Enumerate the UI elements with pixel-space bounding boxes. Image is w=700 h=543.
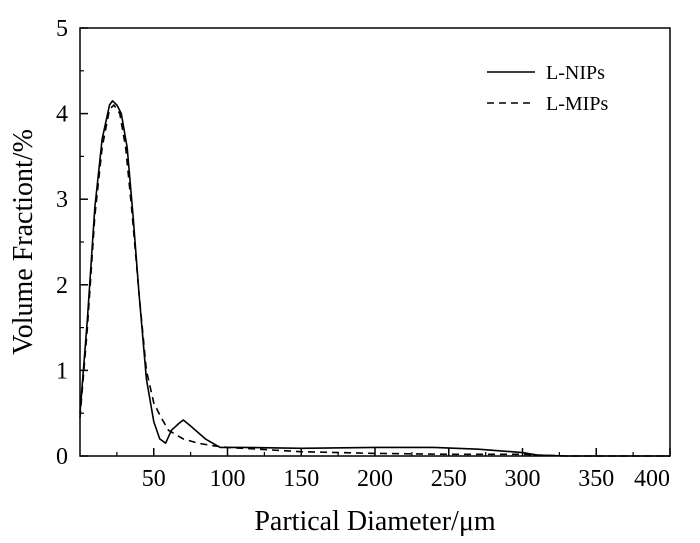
x-tick-label: 100	[210, 466, 246, 492]
x-tick-label: 250	[431, 466, 467, 492]
x-tick-label: 400	[634, 466, 670, 492]
x-axis-title: Partical Diameter/μm	[254, 506, 495, 537]
legend-label-l-mips: L-MIPs	[546, 93, 608, 115]
legend: L-NIPs L-MIPs	[487, 62, 608, 115]
y-tick-label: 1	[56, 358, 68, 384]
x-tick-labels: 50 100 150 200 250 300 350 400	[142, 466, 670, 492]
y-axis-title: Volume Fractiont/%	[8, 129, 39, 355]
x-tick-label: 300	[505, 466, 541, 492]
y-tick-label: 0	[56, 444, 68, 470]
y-tick-labels: 0 1 2 3 4 5	[56, 16, 68, 470]
legend-label-l-nips: L-NIPs	[546, 62, 605, 84]
axis-ticks	[80, 27, 671, 457]
x-tick-label: 50	[142, 466, 166, 492]
x-tick-label: 200	[357, 466, 393, 492]
y-tick-label: 3	[56, 187, 68, 213]
y-tick-label: 5	[56, 16, 68, 42]
x-tick-label: 350	[578, 466, 614, 492]
y-tick-label: 2	[56, 273, 68, 299]
y-tick-label: 4	[56, 102, 68, 128]
x-tick-label: 150	[283, 466, 319, 492]
series-line-l-nips	[79, 100, 670, 457]
series-curves	[79, 100, 670, 457]
